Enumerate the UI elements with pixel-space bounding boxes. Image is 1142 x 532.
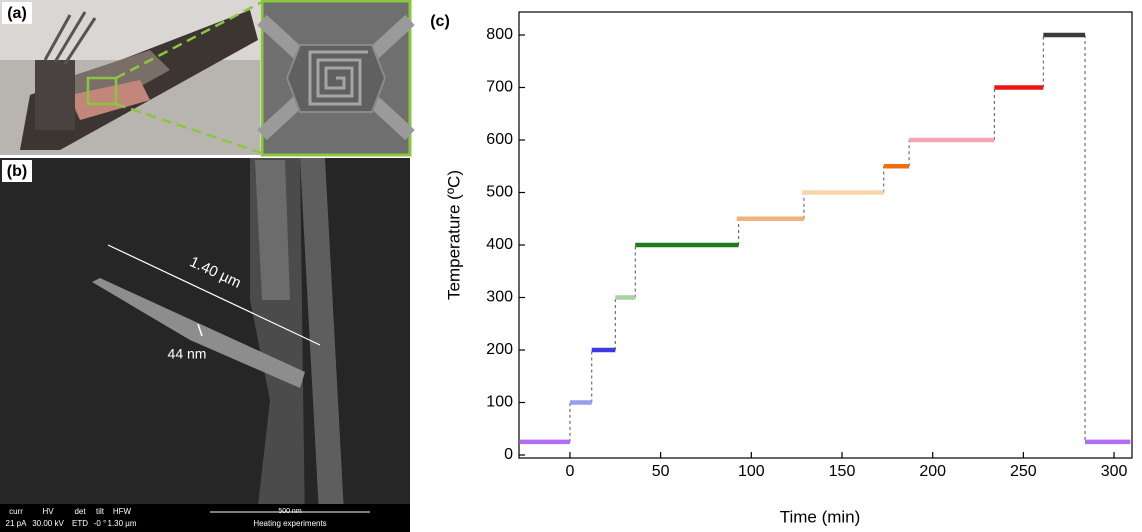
y-tick-label: 400 — [486, 236, 513, 253]
x-tick-label: 50 — [652, 463, 670, 480]
y-tick-label: 300 — [486, 289, 513, 306]
info-value: 1.30 µm — [107, 519, 136, 528]
info-value: 30.00 kV — [32, 519, 64, 528]
y-tick-label: 800 — [486, 26, 513, 43]
scale-bar-label: 500 nm — [278, 508, 302, 515]
y-tick-label: 500 — [486, 184, 513, 201]
info-header: det — [74, 507, 86, 516]
x-tick-label: 150 — [829, 463, 856, 480]
info-value: -0 ° — [94, 519, 107, 528]
x-tick-label: 200 — [919, 463, 946, 480]
x-tick-label: 0 — [566, 463, 575, 480]
panel-label: (a) — [7, 5, 27, 22]
info-header: HFW — [113, 507, 132, 516]
x-axis-label: Time (min) — [780, 507, 861, 526]
info-value: 21 pA — [6, 519, 28, 528]
x-tick-label: 100 — [738, 463, 765, 480]
info-header: curr — [9, 507, 23, 516]
photo-a: (a) — [0, 0, 263, 155]
y-tick-label: 600 — [486, 131, 513, 148]
y-tick-label: 700 — [486, 79, 513, 96]
panel-label: (b) — [7, 163, 27, 180]
width-label: 44 nm — [168, 346, 207, 362]
plot-frame — [518, 11, 1133, 459]
info-header: tilt — [96, 507, 105, 516]
x-tick-label: 250 — [1010, 463, 1037, 480]
sem-inset — [257, 0, 415, 157]
y-tick-label: 200 — [486, 341, 513, 358]
x-tick-label: 300 — [1101, 463, 1128, 480]
caption: Heating experiments — [253, 519, 326, 528]
y-tick-label: 0 — [504, 446, 513, 463]
panel-label: (c) — [430, 13, 450, 30]
y-axis-label: Temperature (ºC) — [444, 170, 463, 300]
info-value: ETD — [72, 519, 88, 528]
info-header: HV — [42, 507, 54, 516]
y-tick-label: 100 — [486, 394, 513, 411]
